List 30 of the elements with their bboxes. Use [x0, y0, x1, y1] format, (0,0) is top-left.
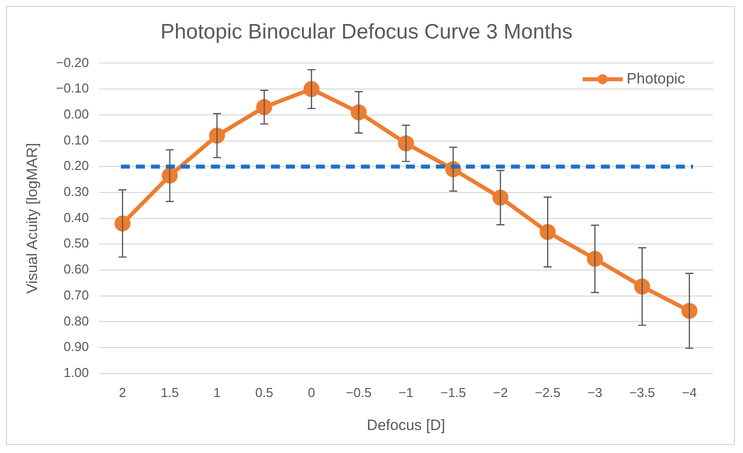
y-tick-label: 0.90	[64, 339, 89, 354]
y-tick-label: 0.40	[64, 210, 89, 225]
y-tick-label: 0.20	[64, 158, 89, 174]
x-tick-label: −0.5	[346, 384, 372, 400]
y-tick-label: 0.10	[64, 132, 89, 148]
x-tick-label: −3	[587, 384, 602, 400]
x-tick-label: 1	[213, 384, 221, 400]
y-tick-label: 0.00	[64, 106, 89, 122]
y-tick-label: 0.80	[64, 313, 89, 328]
y-tick-label: 0.50	[64, 236, 89, 251]
x-tick-label: 0	[308, 384, 316, 400]
y-tick-label: 0.30	[64, 184, 89, 200]
y-axis-title: Visual Acuity [logMAR]	[24, 142, 42, 294]
x-axis-title: Defocus [D]	[366, 417, 446, 434]
x-tick-label: −4	[682, 384, 697, 400]
x-tick-label: 2	[118, 384, 126, 400]
x-tick-label: −1	[398, 384, 414, 400]
x-tick-label: 1.5	[160, 384, 179, 400]
chart-title: Photopic Binocular Defocus Curve 3 Months	[160, 20, 573, 44]
x-tick-label: −2.5	[534, 384, 560, 400]
x-tick-label: −1.5	[440, 384, 466, 400]
y-tick-label: −0.10	[56, 80, 89, 96]
y-tick-label: 1.00	[64, 364, 89, 380]
y-tick-label: −0.20	[56, 54, 89, 70]
x-tick-label: −2	[493, 384, 508, 400]
legend-label: Photopic	[626, 70, 686, 88]
y-tick-label: 0.70	[64, 287, 89, 302]
y-tick-label: 0.60	[64, 262, 89, 277]
x-tick-label: 0.5	[255, 384, 274, 400]
x-tick-label: −3.5	[629, 384, 655, 400]
